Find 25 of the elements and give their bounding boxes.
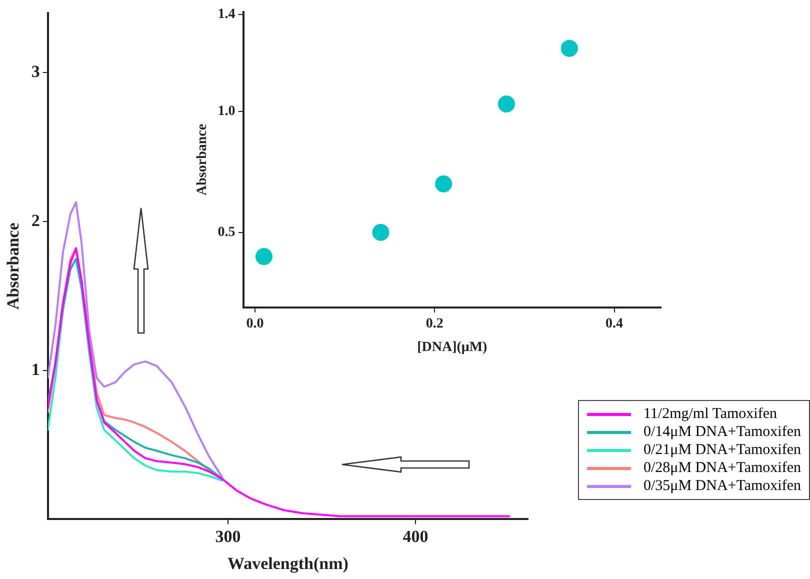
point [560,40,578,57]
x-tick-label: 400 [402,526,428,546]
y-axis-title: Absorbance [4,222,23,310]
point [435,175,452,192]
point [498,96,515,113]
legend-label: 0/35μM DNA+Tamoxifen [643,477,801,495]
x-tick-label: 0.0 [246,316,264,332]
y-tick-label: 1.4 [218,7,236,22]
x-axis-title: Wavelength(nm) [228,554,348,574]
y-tick-label: 3 [31,62,40,82]
x-axis-title: [DNA](μM) [417,340,488,356]
point [372,224,390,241]
y-tick-label: 0.5 [218,224,236,240]
legend-label: 11/2mg/ml Tamoxifen [643,405,778,423]
x-tick-label: 0.2 [426,316,444,332]
legend-label: 0/21μM DNA+Tamoxifen [643,441,801,459]
x-tick-label: 0.4 [606,316,624,332]
y-tick-label: 2 [31,210,40,230]
legend-label: 0/14μM DNA+Tamoxifen [643,423,801,441]
y-axis-title: Absorbance [195,124,210,196]
y-tick-label: 1 [31,360,40,379]
x-tick-label: 300 [215,526,241,546]
point [255,248,272,266]
y-tick-label: 1.0 [218,104,236,119]
legend-label: 0/28μM DNA+Tamoxifen [643,459,801,477]
